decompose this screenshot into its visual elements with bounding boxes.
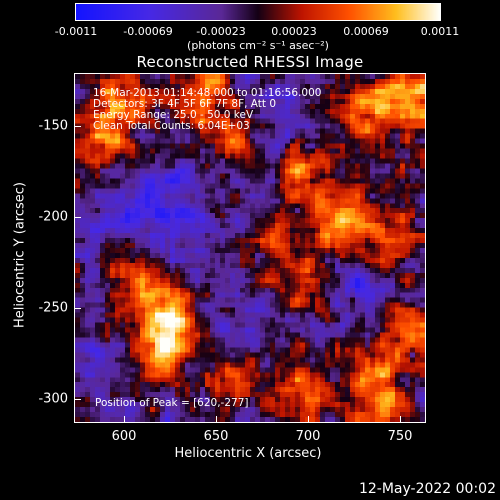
y-tick-mark — [75, 308, 81, 309]
x-tick-mark — [216, 416, 217, 422]
x-tick-label: 750 — [387, 429, 413, 444]
x-tick-label: 700 — [295, 429, 321, 444]
info-detectors: Detectors: 3F 4F 5F 6F 7F 8F, Att 0 — [93, 98, 277, 110]
colorbar-tick: 0.00023 — [271, 25, 317, 38]
y-tick-mark — [75, 126, 81, 127]
colorbar — [75, 3, 441, 21]
colorbar-tick: -0.0011 — [54, 25, 98, 38]
colorbar-tick: 0.0011 — [420, 25, 460, 38]
info-clean-counts: Clean Total Counts: 6.04E+03 — [93, 120, 250, 132]
colorbar-units: (photons cm⁻² s⁻¹ asec⁻²) — [187, 39, 329, 52]
peak-position-label: Position of Peak = [620,-277] — [95, 397, 249, 409]
plot-frame — [74, 73, 426, 423]
colorbar-tick: -0.00023 — [196, 25, 246, 38]
heatmap-image — [75, 74, 425, 422]
x-tick-mark — [308, 416, 309, 422]
y-tick-label: -300 — [38, 391, 68, 407]
y-tick-mark — [75, 399, 81, 400]
y-tick-label: -250 — [38, 300, 68, 316]
colorbar-tick: 0.00069 — [343, 25, 389, 38]
x-axis-label: Heliocentric X (arcsec) — [174, 446, 322, 461]
chart-title: Reconstructed RHESSI Image — [136, 53, 364, 71]
info-time-range: 16-Mar-2013 01:14:48.000 to 01:16:56.000 — [93, 87, 322, 99]
y-tick-mark — [75, 217, 81, 218]
x-tick-label: 650 — [203, 429, 229, 444]
colorbar-tick: -0.00069 — [123, 25, 173, 38]
y-tick-label: -150 — [38, 118, 68, 134]
y-axis-label: Heliocentric Y (arcsec) — [12, 182, 28, 328]
x-tick-label: 600 — [111, 429, 137, 444]
y-tick-label: -200 — [38, 209, 68, 225]
x-tick-mark — [400, 416, 401, 422]
info-energy-range: Energy Range: 25.0 - 50.0 keV — [93, 109, 254, 121]
footer-date: 12-May-2022 00:02 — [358, 481, 496, 497]
x-tick-mark — [124, 416, 125, 422]
